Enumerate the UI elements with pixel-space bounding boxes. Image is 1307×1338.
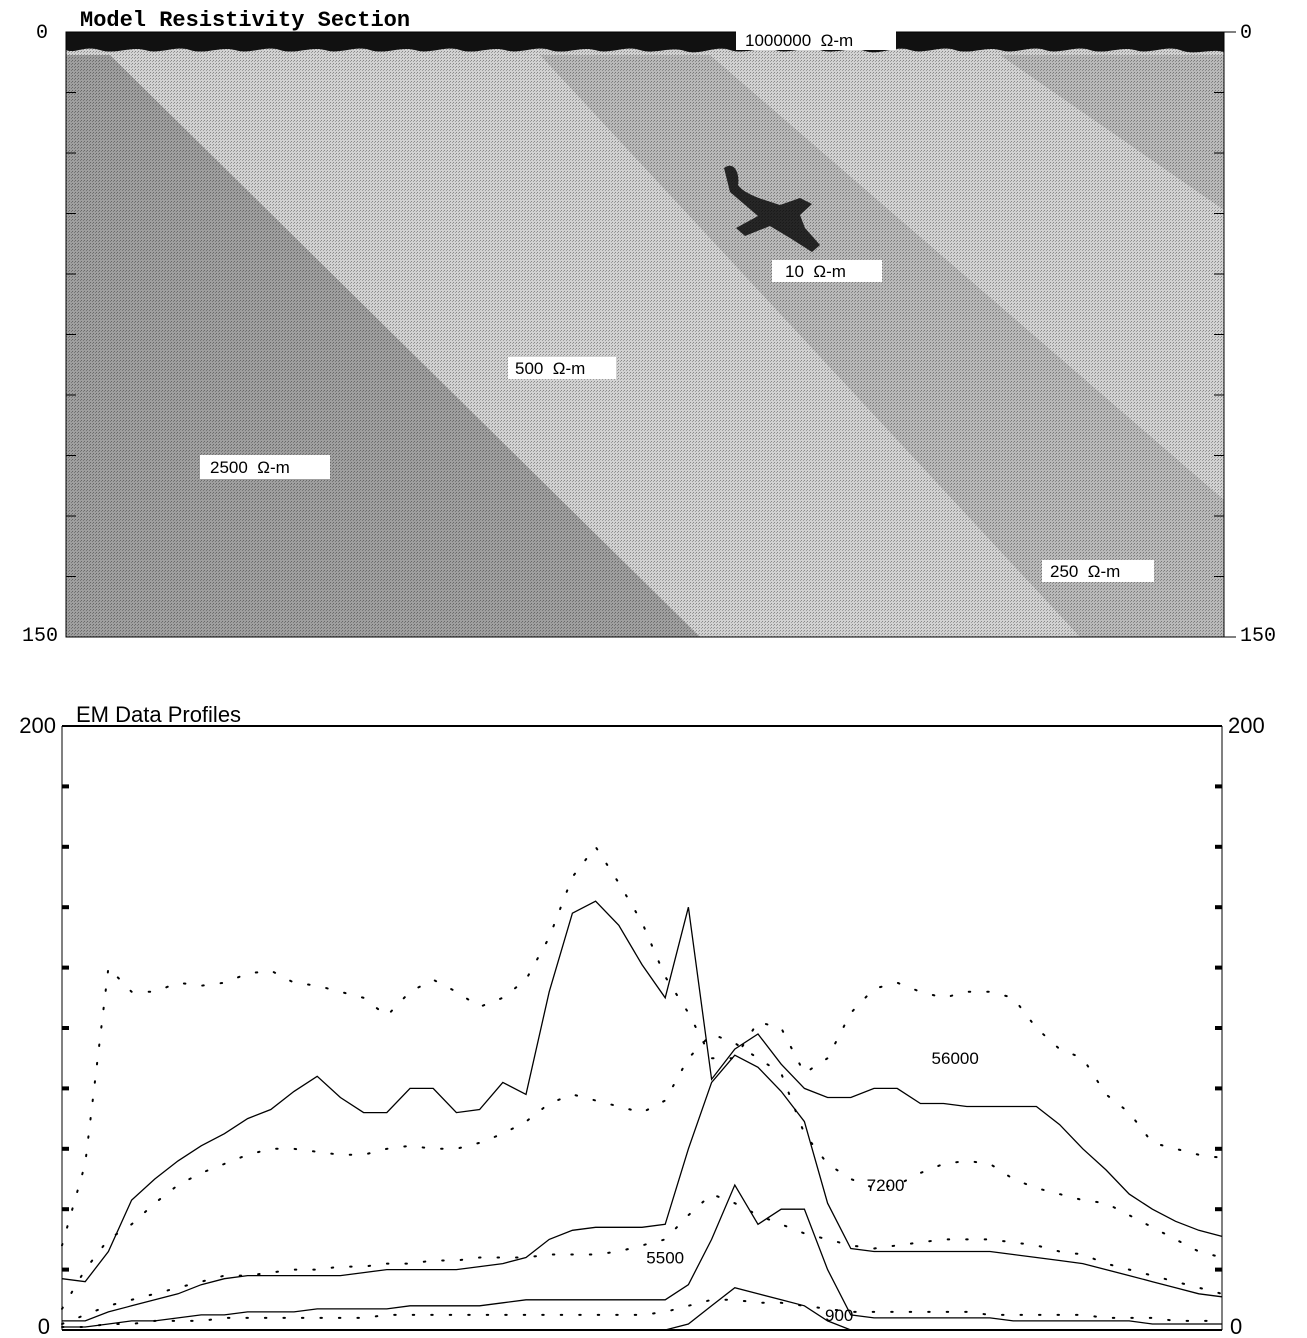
label-conductor: 10 Ω-m <box>772 260 882 282</box>
profiles-y-label-bottom-left: 0 <box>38 1314 50 1338</box>
label-zone: 250 Ω-m <box>1042 560 1154 582</box>
section-y-label-top-right: 0 <box>1240 22 1252 45</box>
label-zone-text: 250 Ω-m <box>1050 562 1120 581</box>
profiles-y-label-top-right: 200 <box>1228 713 1265 738</box>
profiles-ticks <box>62 784 1222 1272</box>
series-annotation-7200: 7200 <box>867 1176 905 1195</box>
label-air-text: 1000000 Ω-m <box>745 31 853 50</box>
section-title: Model Resistivity Section <box>80 8 410 33</box>
label-conductor-text: 10 Ω-m <box>785 262 846 281</box>
series-annotation-5500: 5500 <box>646 1249 684 1268</box>
em-profiles-chart: 56000 7200 5500 900 EM Data Profiles 200 20… <box>19 702 1264 1338</box>
resistivity-section: Model Resistivity Section 0 0 150 150 10… <box>22 8 1276 648</box>
profiles-annotations: 56000 7200 5500 900 <box>646 1049 979 1325</box>
series-line-900-solid <box>62 1286 1222 1331</box>
section-y-label-bottom-right: 150 <box>1240 625 1276 648</box>
label-block-text: 2500 Ω-m <box>210 458 290 477</box>
series-line-56000-dotted <box>61 845 1223 1247</box>
profiles-series <box>61 845 1223 1331</box>
region-air <box>66 32 1224 53</box>
label-block: 2500 Ω-m <box>200 455 330 479</box>
profiles-y-label-bottom-right: 0 <box>1230 1314 1242 1338</box>
label-host: 500 Ω-m <box>508 357 616 379</box>
section-y-label-bottom-left: 150 <box>22 625 58 648</box>
series-line-7200-dotted <box>61 1032 1223 1310</box>
series-annotation-900: 900 <box>825 1306 853 1325</box>
series-line-7200-solid <box>62 1054 1223 1322</box>
series-line-5500-solid <box>62 1183 1222 1328</box>
profiles-title: EM Data Profiles <box>76 702 241 727</box>
section-ticks <box>66 31 1236 638</box>
series-line-56000-solid <box>61 900 1223 1283</box>
label-air: 1000000 Ω-m <box>736 29 896 50</box>
series-annotation-56000: 56000 <box>932 1049 979 1068</box>
label-host-text: 500 Ω-m <box>515 359 585 378</box>
profiles-y-label-top-left: 200 <box>19 713 56 738</box>
section-y-label-top-left: 0 <box>36 22 48 45</box>
